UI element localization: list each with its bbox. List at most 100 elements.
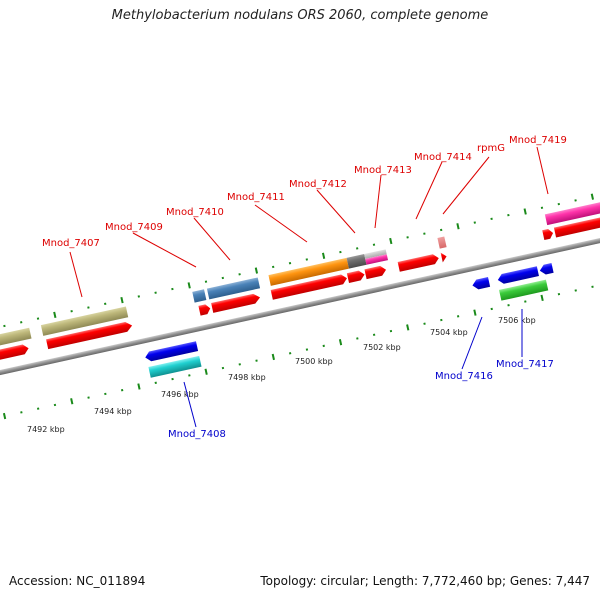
kbp-label: 7498 kbp (228, 373, 266, 382)
minor-tick (221, 276, 224, 280)
forward-gene-labels: Mnod_7407 Mnod_7409 Mnod_7410 Mnod_7411 … (42, 135, 567, 298)
minor-tick (356, 247, 359, 250)
minor-tick (473, 221, 476, 224)
minor-tick (154, 291, 157, 294)
gene-arrow[interactable] (144, 341, 199, 362)
minor-tick (104, 392, 107, 396)
forward-cds-row (0, 213, 600, 365)
gene-arrow[interactable] (211, 293, 261, 313)
minor-tick (87, 306, 90, 309)
major-tick (389, 237, 393, 245)
gene-arrow[interactable] (471, 276, 491, 290)
minor-tick (104, 302, 107, 306)
minor-tick (288, 261, 292, 265)
minor-tick (339, 250, 342, 254)
gene-box[interactable] (40, 306, 129, 336)
gene-label-mnod-7408[interactable]: Mnod_7408 (168, 429, 226, 440)
gene-arrow[interactable] (364, 265, 387, 280)
minor-tick (372, 243, 376, 246)
gene-arrow[interactable] (46, 321, 133, 350)
gene-arrow[interactable] (553, 213, 600, 238)
major-tick (406, 324, 410, 331)
kbp-label: 7506 kbp (498, 316, 536, 325)
gene-arrow[interactable] (497, 266, 539, 285)
kbp-label: 7492 kbp (27, 425, 65, 434)
minor-tick (137, 295, 141, 298)
minor-tick (305, 348, 309, 351)
major-tick (523, 208, 527, 215)
gene-label-mnod-7413[interactable]: Mnod_7413 (354, 165, 412, 176)
gene-box[interactable] (0, 327, 32, 351)
kbp-label: 7494 kbp (94, 407, 132, 416)
reverse-scale-ticks (2, 285, 594, 420)
gene-label-mnod-7410[interactable]: Mnod_7410 (166, 207, 224, 218)
gene-box[interactable] (544, 197, 600, 226)
callout-line (132, 232, 197, 268)
gene-box[interactable] (365, 254, 389, 265)
gene-arrow[interactable] (397, 253, 440, 272)
major-tick (473, 309, 477, 316)
callout-line (415, 161, 443, 220)
minor-tick (20, 321, 23, 324)
gene-box[interactable] (148, 355, 202, 378)
major-tick (540, 294, 544, 302)
gene-arrow[interactable] (539, 263, 554, 276)
minor-tick (574, 199, 577, 202)
gene-box[interactable] (192, 289, 207, 303)
gene-label-mnod-7409[interactable]: Mnod_7409 (105, 222, 163, 233)
minor-tick (507, 213, 510, 217)
gene-arrow[interactable] (542, 228, 554, 241)
major-tick (338, 339, 343, 346)
minor-tick (423, 232, 426, 235)
callout-line (316, 189, 356, 234)
gene-label-mnod-7412[interactable]: Mnod_7412 (289, 179, 347, 190)
gene-label-mnod-7417[interactable]: Mnod_7417 (496, 359, 554, 370)
gene-arrow[interactable] (270, 273, 348, 300)
minor-tick (490, 217, 493, 221)
gene-box[interactable] (268, 257, 349, 286)
gene-arrow[interactable] (346, 270, 366, 283)
gene-box[interactable] (364, 249, 387, 259)
minor-tick (204, 280, 208, 283)
kbp-label: 7500 kbp (295, 357, 333, 366)
major-tick (590, 193, 594, 200)
minor-tick (36, 317, 40, 320)
major-tick (120, 296, 124, 304)
minor-tick (3, 324, 6, 328)
gene-label-rpmg[interactable]: rpmG (477, 143, 505, 154)
major-tick (53, 311, 57, 319)
gene-box[interactable] (206, 277, 261, 300)
minor-tick (238, 273, 241, 276)
gene-box[interactable] (346, 254, 367, 269)
minor-tick (490, 307, 493, 311)
minor-tick (154, 381, 157, 384)
gene-arrow[interactable] (198, 303, 211, 316)
minor-tick (53, 403, 57, 407)
reverse-gene-labels: Mnod_7408 Mnod_7416 Mnod_7417 (168, 309, 554, 440)
forward-scale-ticks (3, 193, 594, 328)
gene-arrow[interactable] (440, 252, 448, 263)
gene-label-mnod-7414[interactable]: Mnod_7414 (414, 152, 472, 163)
major-tick (2, 412, 7, 420)
major-tick (321, 252, 326, 259)
minor-tick (507, 304, 510, 307)
gene-label-mnod-7419[interactable]: Mnod_7419 (509, 135, 567, 146)
minor-tick (70, 310, 73, 313)
gene-label-mnod-7411[interactable]: Mnod_7411 (227, 192, 285, 203)
minor-tick (557, 202, 560, 206)
callout-line (461, 316, 483, 370)
gene-arrow[interactable] (0, 343, 30, 365)
gene-box[interactable] (437, 236, 447, 249)
callout-line (193, 217, 231, 261)
minor-tick (36, 407, 40, 410)
major-tick (204, 368, 208, 375)
gene-box[interactable] (499, 279, 549, 301)
kbp-labels: 7492 kbp 7494 kbp 7496 kbp 7498 kbp 7500… (27, 316, 536, 434)
genome-title: Methylobacterium nodulans ORS 2060, comp… (111, 8, 489, 23)
gene-label-mnod-7407[interactable]: Mnod_7407 (42, 238, 100, 249)
minor-tick (20, 411, 23, 414)
minor-tick (440, 318, 443, 322)
gene-label-mnod-7416[interactable]: Mnod_7416 (435, 371, 493, 382)
forward-gene-row (0, 197, 600, 351)
